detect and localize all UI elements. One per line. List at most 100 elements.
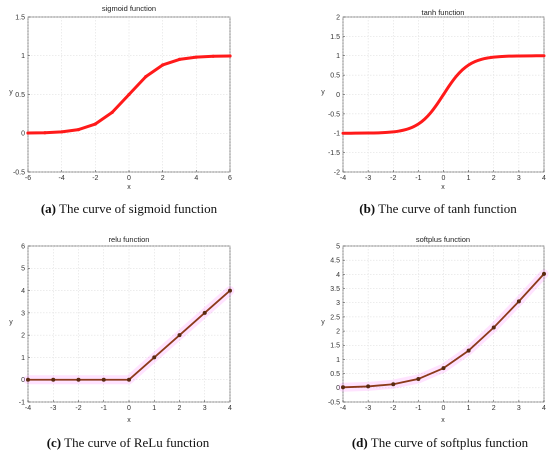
y-tick-label: 4 — [21, 288, 25, 295]
svg-text:(b) The curve of tanh function: (b) The curve of tanh function — [359, 201, 517, 216]
data-point — [542, 271, 546, 276]
panel-relu: -4 -3 -2 -1 0 1 2 3 4 -1 0 1 2 3 4 5 6 relu function x y… — [9, 235, 235, 450]
y-tick-label: -1 — [19, 399, 25, 406]
y-tick-label: 0.5 — [330, 73, 340, 80]
data-point — [76, 377, 81, 382]
data-point — [127, 92, 131, 97]
y-tick-label: 0 — [21, 377, 25, 384]
data-point — [26, 377, 30, 382]
data-point — [177, 57, 182, 61]
data-point — [144, 74, 148, 79]
y-axis-label: y — [321, 319, 325, 326]
y-axis-label: y — [9, 89, 13, 96]
y-tick-label: 1 — [21, 355, 25, 362]
x-tick-label: -1 — [415, 405, 421, 412]
caption-text: The curve of softplus function — [371, 435, 529, 450]
y-tick-label: 5 — [21, 266, 25, 273]
y-tick-label: -1 — [334, 131, 340, 138]
x-tick-label: 6 — [228, 175, 232, 182]
y-tick-label: 2 — [336, 328, 340, 335]
svg-text:(d) The curve of softplus func: (d) The curve of softplus function — [352, 435, 529, 450]
y-tick-label: 1.5 — [15, 14, 25, 21]
x-tick-label: -3 — [50, 405, 56, 412]
y-tick-label: -1.5 — [328, 150, 340, 157]
y-tick-label: 0.5 — [330, 371, 340, 378]
data-point — [441, 366, 446, 371]
y-tick-label: 1.5 — [330, 343, 340, 350]
data-point — [26, 131, 30, 135]
x-axis-label: x — [127, 184, 131, 191]
y-tick-label: 1.5 — [330, 34, 340, 41]
chart-title: relu function — [109, 235, 150, 244]
data-point — [416, 376, 421, 381]
y-tick-label: 0 — [336, 385, 340, 392]
x-tick-label: 1 — [467, 175, 471, 182]
y-tick-label: 4.5 — [330, 258, 340, 265]
y-tick-label: 0 — [336, 92, 340, 99]
y-tick-label: 1 — [21, 53, 25, 60]
y-tick-label: 4 — [336, 272, 340, 279]
x-tick-label: -6 — [25, 175, 31, 182]
y-tick-label: -0.5 — [328, 111, 340, 118]
data-point — [110, 110, 114, 115]
data-point — [101, 377, 106, 382]
data-point — [194, 55, 198, 59]
data-point — [60, 130, 64, 134]
x-tick-label: 0 — [442, 405, 446, 412]
plot-area: -4 -3 -2 -1 0 1 2 3 4 -2 -1.5 -1 -0.5 0 0.5 1 1.5 2 — [328, 14, 546, 182]
x-tick-label: 4 — [228, 405, 232, 412]
data-point — [93, 122, 97, 126]
data-point — [228, 54, 232, 58]
caption-label: (a) — [41, 201, 56, 216]
data-point — [366, 384, 371, 389]
chart-title: sigmoid function — [102, 4, 156, 13]
caption-text: The curve of ReLu function — [64, 435, 210, 450]
x-tick-label: -2 — [390, 175, 396, 182]
x-tick-label: -1 — [415, 175, 421, 182]
chart-title: softplus function — [416, 235, 470, 244]
data-point — [391, 382, 396, 387]
y-tick-label: 3 — [336, 300, 340, 307]
plot-area: -4 -3 -2 -1 0 1 2 3 4 -0.5 0 0.5 1 1.5 2 2.5 3 3.5 4 4.5 5 — [328, 243, 549, 412]
panel-sigmoid: -6 -4 -2 0 2 4 6-0.500.511.5 sigmoid function … — [9, 4, 232, 216]
caption-label: (b) — [359, 201, 375, 216]
data-point — [341, 385, 345, 390]
x-tick-label: 2 — [161, 175, 165, 182]
y-tick-label: 0 — [21, 131, 25, 138]
data-point — [202, 310, 207, 315]
y-tick-label: 3.5 — [330, 286, 340, 293]
caption: (b) The curve of tanh function — [359, 201, 517, 216]
data-point — [516, 299, 521, 304]
y-tick-label: -0.5 — [328, 399, 340, 406]
y-axis-label: y — [9, 319, 13, 326]
x-tick-label: -3 — [365, 405, 371, 412]
x-tick-label: 4 — [542, 405, 546, 412]
x-tick-label: 1 — [467, 405, 471, 412]
x-tick-label: -4 — [25, 405, 31, 412]
caption-label: (c) — [47, 435, 61, 450]
y-tick-label: 5 — [336, 243, 340, 250]
x-tick-label: -3 — [365, 175, 371, 182]
caption: (a) The curve of sigmoid function — [41, 201, 218, 216]
plot-area: -4 -3 -2 -1 0 1 2 3 4 -1 0 1 2 3 4 5 6 — [19, 243, 235, 412]
x-tick-label: 3 — [517, 405, 521, 412]
plot-area: -6 -4 -2 0 2 4 6 -0.5 0 0.5 1 1.5 — [13, 14, 232, 182]
x-tick-label: -4 — [340, 405, 346, 412]
x-tick-label: 0 — [127, 405, 131, 412]
data-point — [211, 54, 215, 58]
x-tick-label: -4 — [340, 175, 346, 182]
caption: (d) The curve of softplus function — [352, 435, 529, 450]
y-tick-label: -0.5 — [13, 169, 25, 176]
data-point — [161, 63, 165, 67]
caption-text: The curve of tanh function — [378, 201, 517, 216]
data-point — [51, 377, 56, 382]
y-tick-label: 2.5 — [330, 314, 340, 321]
caption-text: The curve of sigmoid function — [59, 201, 218, 216]
series-line — [341, 54, 546, 135]
y-axis-label: y — [321, 89, 325, 96]
svg-text:(a) The curve of sigmoid funct: (a) The curve of sigmoid function — [41, 201, 218, 216]
x-tick-label: 2 — [178, 405, 182, 412]
data-point — [76, 128, 81, 132]
data-point — [491, 325, 496, 330]
